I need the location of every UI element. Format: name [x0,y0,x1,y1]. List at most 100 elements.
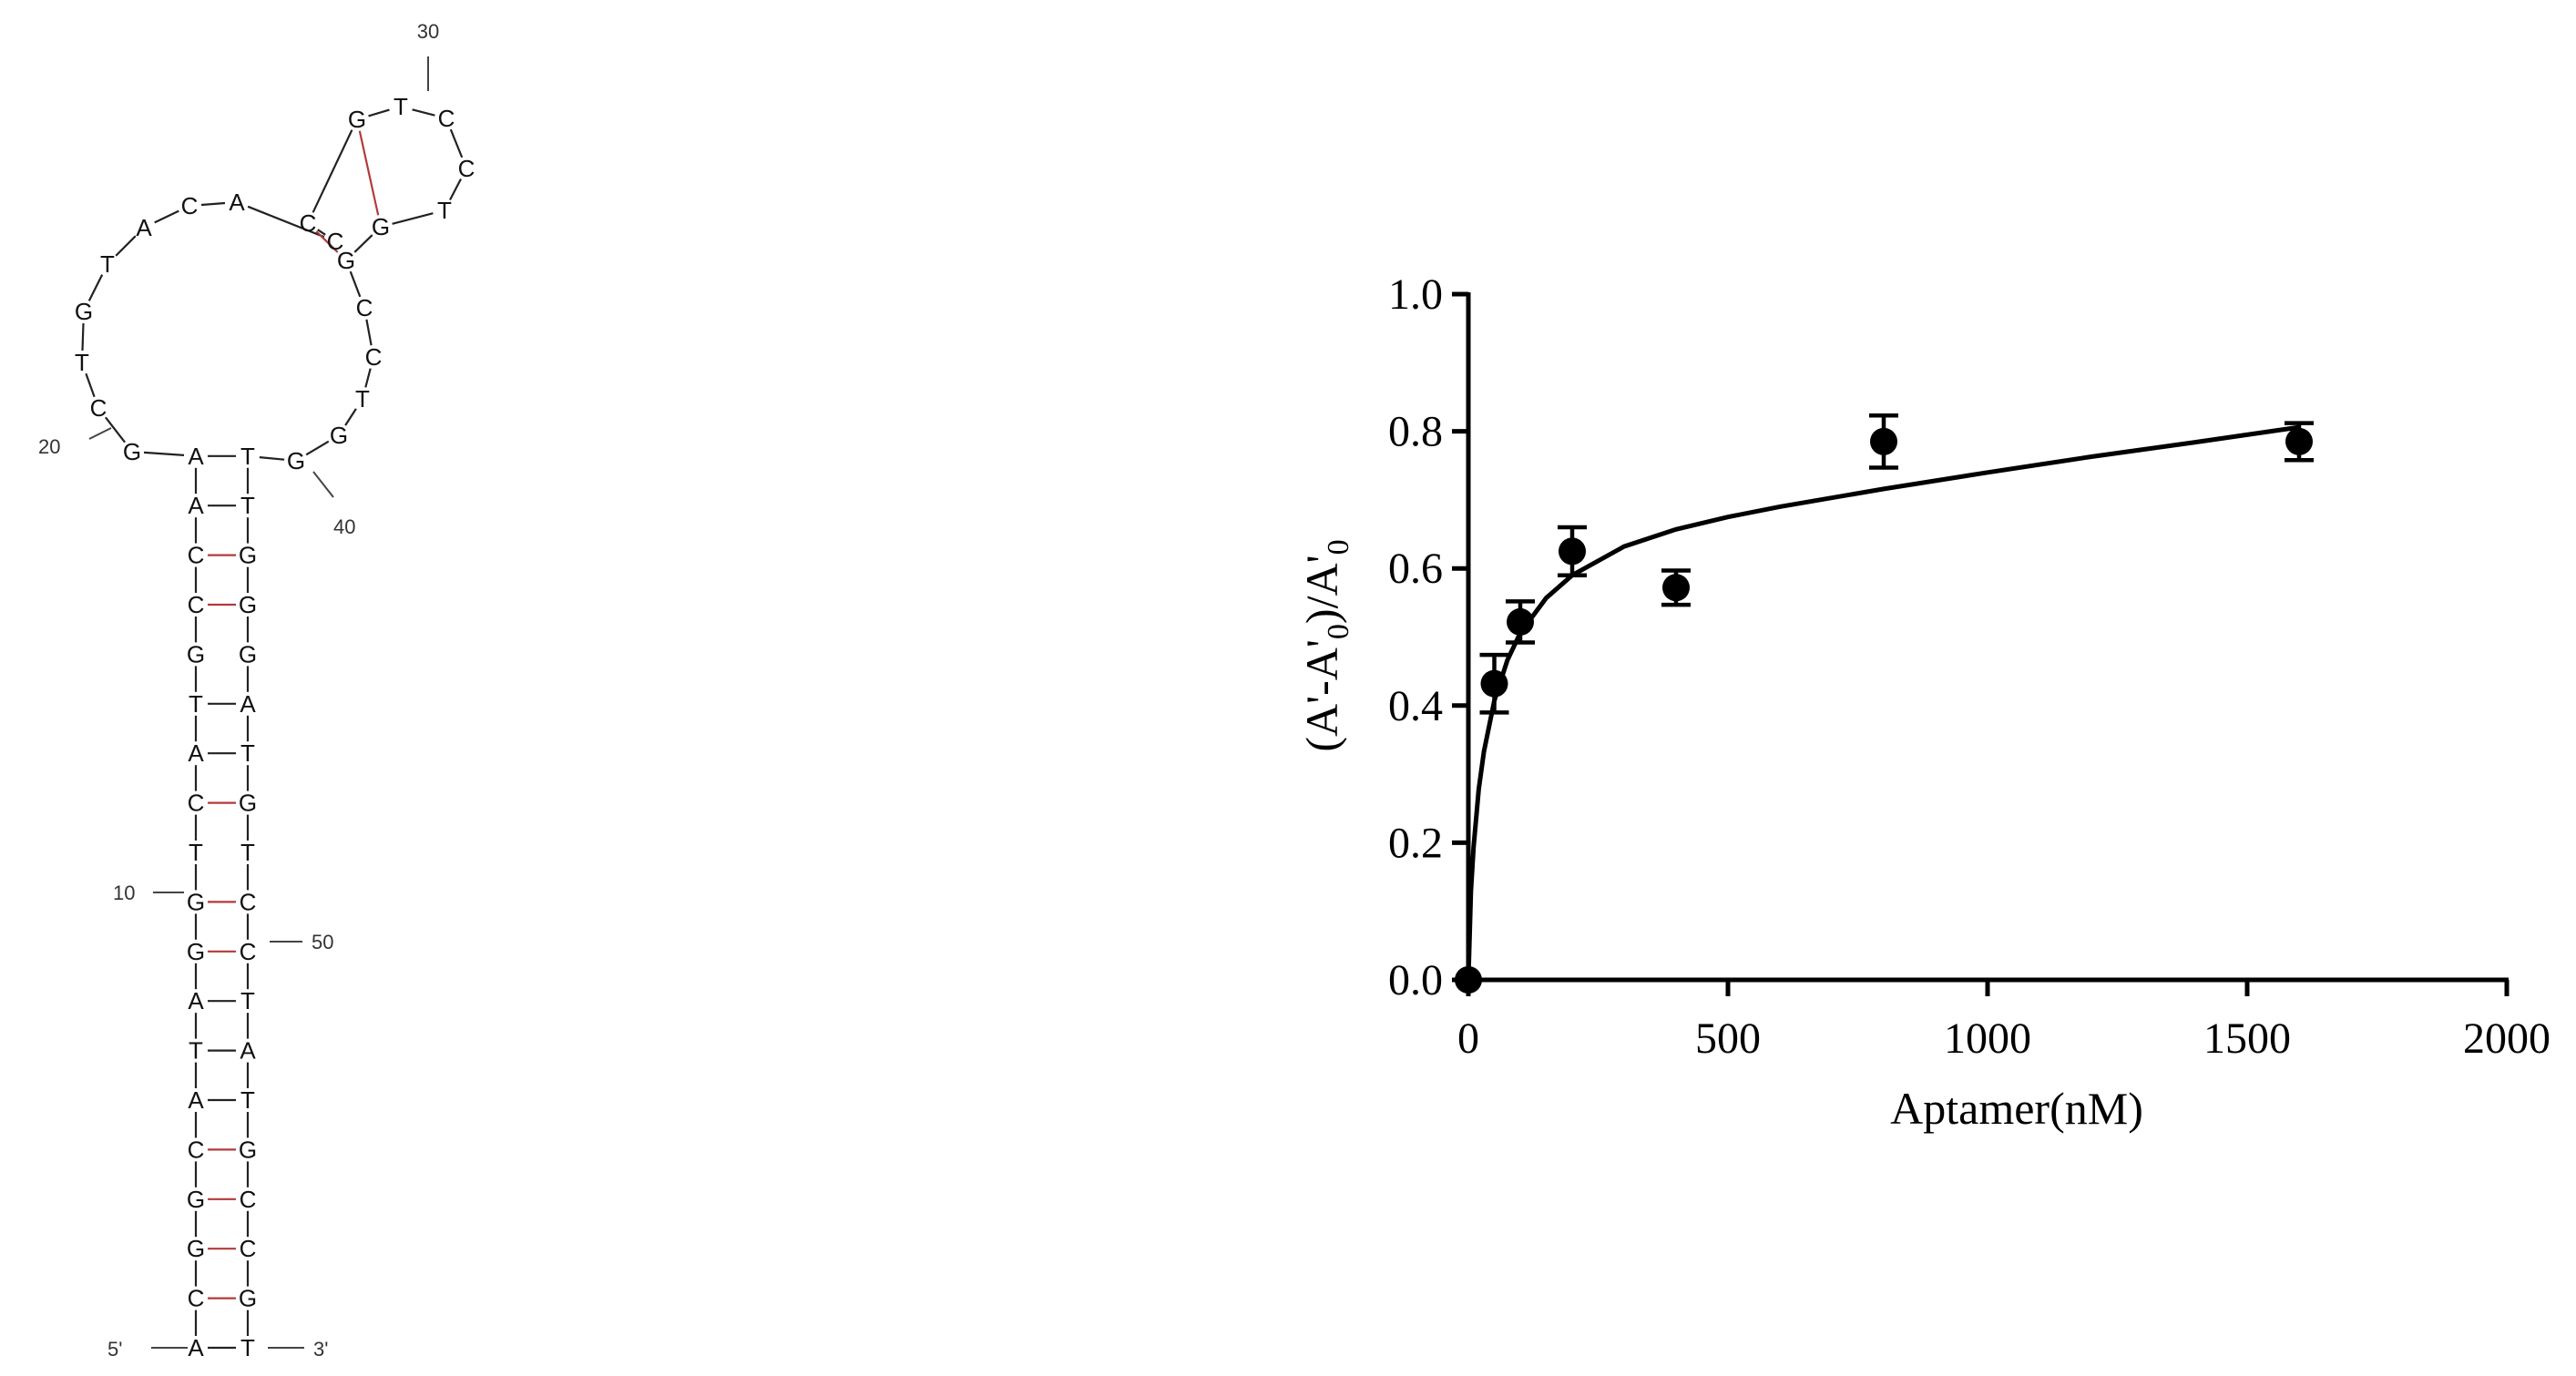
nucleotide-t: T [75,349,89,376]
nucleotide-c: C [188,542,205,569]
nucleotide-c: C [188,591,205,618]
position-label-50: 50 [312,931,333,953]
nucleotide-a: A [240,1037,256,1065]
backbone-segment [154,209,179,224]
x-tick-label: 500 [1695,1014,1761,1063]
nucleotide-a: A [188,987,204,1014]
nucleotide-a: A [188,1086,204,1114]
backbone-segment [449,178,462,201]
nucleotide-g: G [187,1186,205,1213]
nucleotide-a: A [229,189,245,216]
position-label-30: 30 [417,20,439,43]
y-label-lead: (A'-A' [1296,639,1347,752]
nucleotide-t: T [189,839,203,866]
three-prime-label: 3' [313,1338,328,1361]
base-pair-line [315,230,339,253]
position-tick-20 [88,427,112,440]
y-tick-label: 0.6 [1388,545,1443,593]
nucleotide-a: A [188,443,204,470]
nucleotide-g: G [75,298,93,325]
nucleotide-g: G [187,1235,205,1262]
position-tick-40 [312,471,334,498]
nucleotide-g: G [372,213,390,240]
backbone-segment [364,368,372,388]
nucleotide-c: C [90,394,107,422]
nucleotide-t: T [394,93,408,120]
nucleotide-t: T [189,1037,203,1065]
backbone-lines [81,108,464,1336]
fit-curve-group [1466,424,2300,981]
backbone-segment [317,229,326,236]
nucleotide-t: T [100,250,115,278]
position-label-20: 20 [38,435,60,458]
y-tick-label: 0.2 [1388,819,1443,867]
nucleotide-g: G [330,422,348,449]
backbone-segment [200,201,226,207]
nucleotide-g: G [187,938,205,965]
x-axis-label: Aptamer(nM) [1890,1083,2143,1134]
nucleotide-t: T [240,987,255,1014]
binding-curve-chart: 0 500 1000 1500 2000 0.0 0.2 0.4 0.6 0.8 1.0 Apta… [1296,270,2550,1134]
chart-axes [1452,291,2510,996]
nucleotide-c: C [438,105,455,132]
backbone-segment [349,270,362,298]
nucleotide-c: C [188,790,205,817]
nucleotide-t: T [437,197,452,224]
nucleotide-g: G [239,1136,257,1163]
y-label-subscript-1: 0 [1322,624,1355,639]
nucleotide-c: C [365,343,383,371]
fit-curve [1466,424,2300,981]
backbone-segment [305,440,330,456]
backbone-segment [353,234,373,253]
x-tick-label: 2000 [2463,1014,2550,1063]
nucleotide-g: G [239,591,257,618]
nucleotide-g: G [348,106,366,133]
secondary-structure-panel: 30 20 40 10 50 5' 3' ACGGCATAGGTCATGCCAA… [38,20,475,1361]
nucleotide-t: T [240,492,255,519]
backbone-segment [344,408,357,426]
nucleotide-c: C [188,1136,205,1163]
nucleotide-c: C [300,209,317,237]
nucleotide-a: A [240,690,256,718]
nucleotide-g: G [239,1285,257,1312]
nucleotide-c: C [327,228,344,255]
data-point [1507,607,1534,636]
y-tick-label: 1.0 [1388,270,1443,319]
nucleotide-t: T [189,690,203,718]
error-bars [1479,413,2314,715]
backbone-segment [368,108,390,117]
strand-end-labels: 5' 3' [107,1338,328,1361]
nucleotide-c: C [240,938,257,965]
nucleotide-c: C [240,1186,257,1213]
data-point [1662,574,1690,602]
nucleotide-g: G [187,888,205,915]
data-point [1480,669,1508,698]
nucleotide-g: G [337,247,355,274]
y-axis-label: (A'-A'0)/A'0 [1296,539,1355,751]
data-point [1559,537,1586,566]
backbone-segment [392,212,434,225]
position-label-10: 10 [113,882,135,904]
nucleotide-a: A [188,492,204,519]
nucleotide-a: A [188,739,204,767]
data-point [2285,427,2313,455]
nucleotide-a: A [188,1334,204,1361]
data-point [1870,427,1897,455]
nucleotide-c: C [188,1285,205,1312]
nucleotide-g: G [239,542,257,569]
nucleotide-g: G [187,640,205,668]
nucleotide-g: G [123,438,141,465]
y-tick-label: 0.8 [1388,408,1443,456]
nucleotide-g: G [287,447,305,474]
nucleotide-c: C [240,1235,257,1262]
backbone-segment [87,274,104,301]
nucleotide-t: T [240,839,255,866]
y-tick-labels: 0.0 0.2 0.4 0.6 0.8 1.0 [1388,270,1443,1004]
x-tick-label: 0 [1457,1014,1479,1063]
nucleotide-g: G [239,640,257,668]
nucleotide-a: A [136,214,152,241]
nucleotide-t: T [240,739,255,767]
backbone-segment [412,108,435,117]
y-label-subscript-2: 0 [1322,539,1355,555]
